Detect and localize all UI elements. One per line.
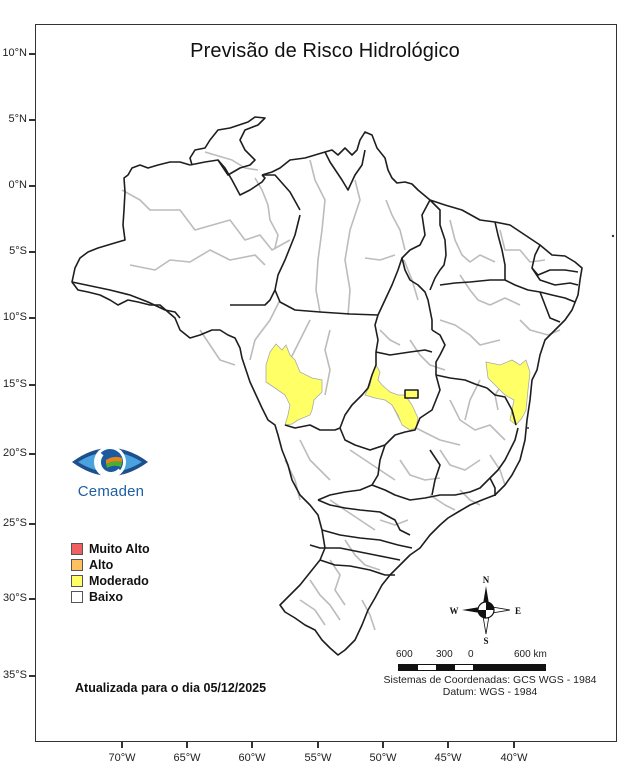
scale-label: 300 bbox=[436, 649, 453, 660]
lon-tick bbox=[317, 742, 319, 748]
coordinate-system-text: Sistemas de Coordenadas: GCS WGS - 1984 bbox=[383, 674, 597, 686]
lon-tick bbox=[447, 742, 449, 748]
lat-label: 25°S bbox=[3, 517, 27, 529]
state-borders bbox=[71, 116, 583, 656]
legend-swatch bbox=[71, 591, 83, 603]
lat-label: 0°N bbox=[8, 179, 27, 191]
lon-label: 55°W bbox=[304, 752, 332, 764]
lat-label: 30°S bbox=[3, 592, 27, 604]
datum-text: Datum: WGS - 1984 bbox=[442, 686, 538, 698]
lat-tick bbox=[29, 251, 35, 253]
scale-bar bbox=[398, 664, 546, 671]
municipal-borders bbox=[121, 151, 561, 631]
cemaden-logo-icon bbox=[72, 446, 148, 478]
lat-label: 10°N bbox=[2, 47, 27, 59]
lat-tick bbox=[29, 185, 35, 187]
moderado-area-bahia bbox=[485, 359, 531, 426]
legend-item-moderado: Moderado bbox=[71, 573, 150, 589]
svg-text:W: W bbox=[450, 606, 459, 616]
legend: Muito Alto Alto Moderado Baixo bbox=[71, 541, 150, 605]
scale-label: 600 bbox=[396, 649, 413, 660]
svg-text:E: E bbox=[515, 606, 521, 616]
legend-label: Alto bbox=[89, 558, 114, 572]
lat-label: 10°S bbox=[3, 311, 27, 323]
legend-item-alto: Alto bbox=[71, 557, 150, 573]
lon-label: 65°W bbox=[173, 752, 201, 764]
legend-swatch bbox=[71, 559, 83, 571]
moderado-area-mato-grosso bbox=[265, 343, 323, 426]
moderado-area-goias bbox=[364, 364, 419, 431]
lon-tick bbox=[186, 742, 188, 748]
scale-labels: 600 300 0 600 km bbox=[396, 649, 556, 661]
lon-tick bbox=[121, 742, 123, 748]
moderado-areas bbox=[265, 343, 531, 431]
coordinate-system-info: Sistemas de Coordenadas: GCS WGS - 1984 … bbox=[365, 674, 615, 698]
scale-label: 0 bbox=[468, 649, 474, 660]
lon-tick bbox=[382, 742, 384, 748]
lat-label: 15°S bbox=[3, 378, 27, 390]
lon-label: 50°W bbox=[369, 752, 397, 764]
lon-label: 60°W bbox=[238, 752, 266, 764]
lat-tick bbox=[29, 119, 35, 121]
lat-label: 35°S bbox=[3, 669, 27, 681]
island-marker bbox=[527, 427, 529, 429]
lat-label: 20°S bbox=[3, 447, 27, 459]
cemaden-logo-text: Cemaden bbox=[77, 483, 145, 500]
island-marker bbox=[611, 234, 615, 238]
lat-tick bbox=[29, 317, 35, 319]
legend-swatch bbox=[71, 575, 83, 587]
legend-swatch bbox=[71, 543, 83, 555]
lat-tick bbox=[29, 598, 35, 600]
lat-tick bbox=[29, 53, 35, 55]
lat-label: 5°N bbox=[8, 113, 27, 125]
legend-item-baixo: Baixo bbox=[71, 589, 150, 605]
legend-label: Muito Alto bbox=[89, 542, 150, 556]
lon-label: 40°W bbox=[500, 752, 528, 764]
lat-tick bbox=[29, 675, 35, 677]
map-title: Previsão de Risco Hidrológico bbox=[190, 40, 460, 62]
legend-label: Baixo bbox=[89, 590, 124, 604]
updated-date-text: Atualizada para o dia 05/12/2025 bbox=[75, 681, 267, 695]
svg-text:N: N bbox=[483, 575, 490, 585]
lat-tick bbox=[29, 453, 35, 455]
lat-tick bbox=[29, 523, 35, 525]
scale-label: 600 km bbox=[514, 649, 547, 660]
lon-tick bbox=[251, 742, 253, 748]
svg-text:S: S bbox=[483, 636, 488, 646]
legend-item-muito-alto: Muito Alto bbox=[71, 541, 150, 557]
lon-label: 45°W bbox=[434, 752, 462, 764]
lon-label: 70°W bbox=[108, 752, 136, 764]
lat-label: 5°S bbox=[9, 245, 27, 257]
compass-rose-icon: N S W E bbox=[450, 575, 522, 646]
lat-tick bbox=[29, 384, 35, 386]
moderado-area-df bbox=[404, 389, 419, 399]
legend-label: Moderado bbox=[89, 574, 149, 588]
lon-tick bbox=[513, 742, 515, 748]
